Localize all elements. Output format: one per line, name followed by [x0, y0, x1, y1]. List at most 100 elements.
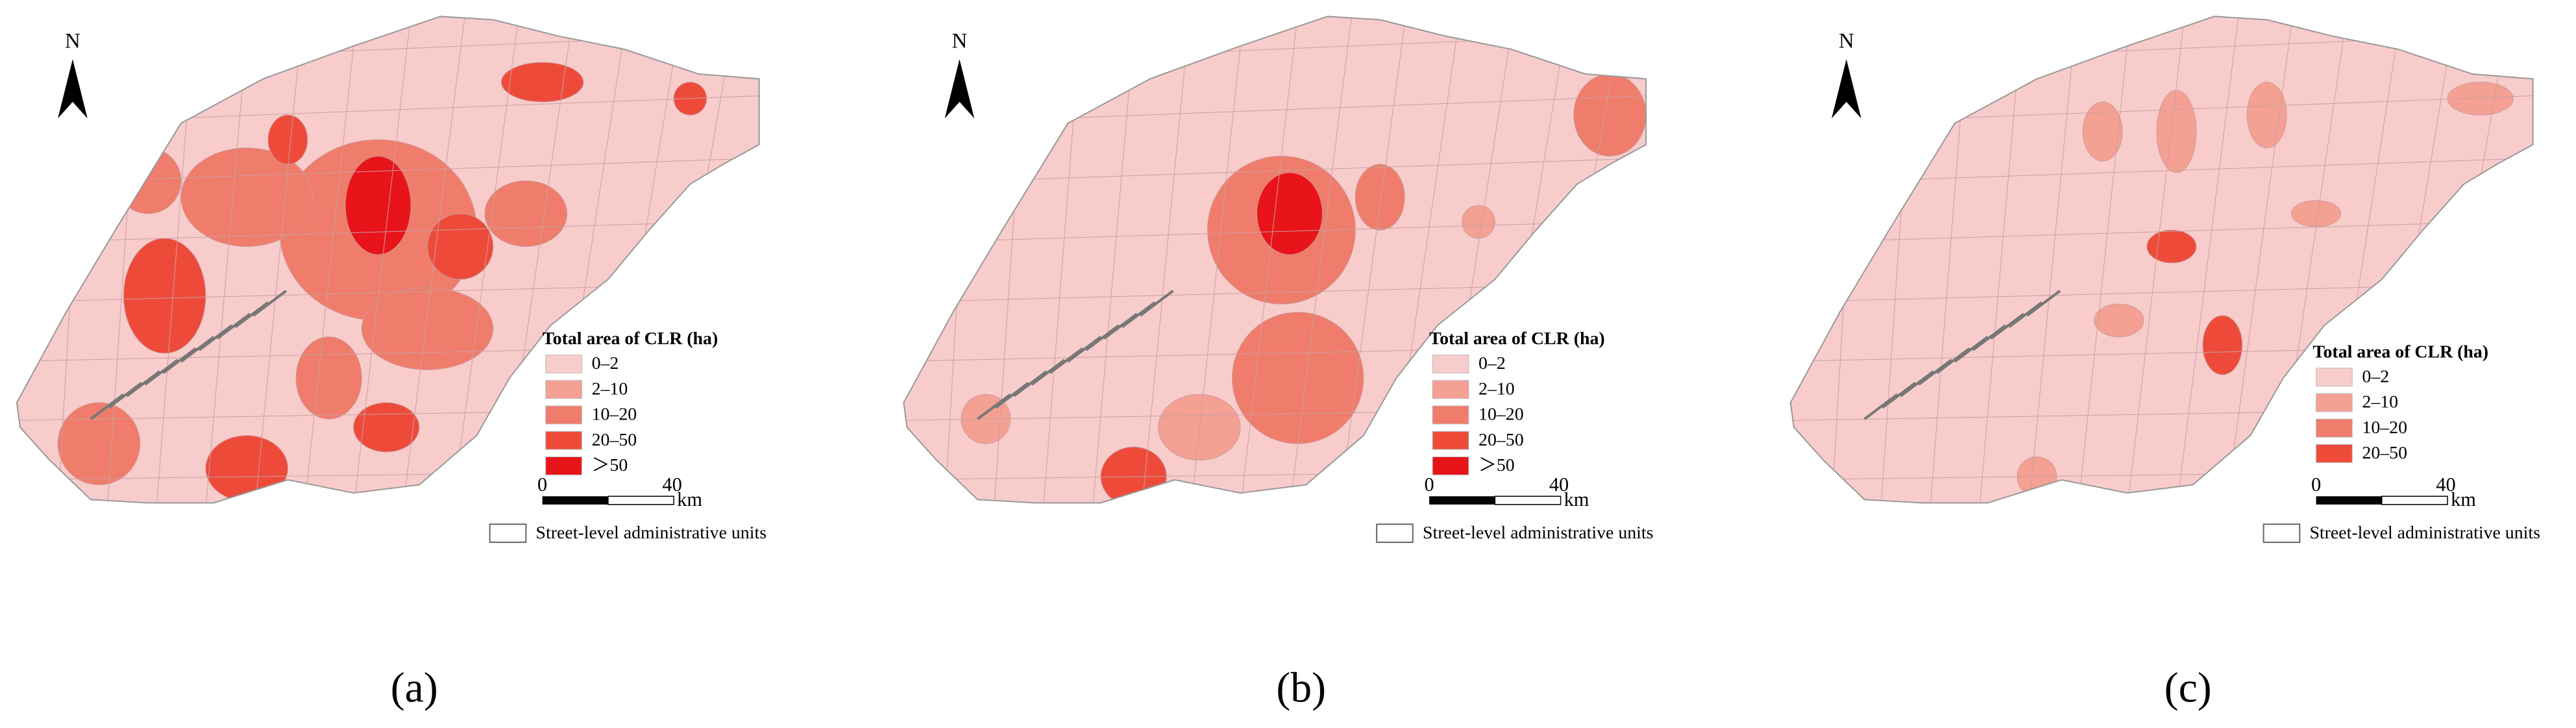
- district: [205, 435, 288, 502]
- region-outline: [903, 16, 1647, 504]
- scale-end: 40: [1549, 473, 1569, 496]
- mountain: [216, 312, 251, 340]
- panel-label: (a): [391, 664, 438, 711]
- legend-swatch: [545, 380, 582, 399]
- unit-boundary: [304, 16, 359, 503]
- district: [484, 180, 568, 247]
- district: [361, 287, 494, 370]
- mountain: [2026, 290, 2061, 317]
- scale-unit: km: [677, 488, 702, 510]
- legend-label: 2–10: [1478, 379, 1515, 399]
- district: [1355, 164, 1405, 231]
- district: [180, 147, 313, 247]
- district: [1256, 172, 1323, 255]
- district: [123, 238, 206, 354]
- district: [1158, 394, 1241, 461]
- unit-boundary: [1289, 16, 1355, 503]
- district: [345, 155, 411, 255]
- unit-boundary: [353, 16, 413, 503]
- scale-bar: [1494, 496, 1562, 505]
- legend-label: 0–2: [1478, 353, 1506, 373]
- north-label: N: [1839, 29, 1854, 53]
- unit-boundary: [2176, 16, 2241, 503]
- mountain: [1900, 370, 1935, 397]
- legend-swatch: [2316, 368, 2353, 387]
- boundary-legend: Street-level administrative units: [536, 523, 767, 543]
- legend-swatch: [2316, 418, 2353, 438]
- unit-boundary: [1190, 16, 1246, 503]
- legend-label: 20–50: [1478, 430, 1524, 450]
- legend-swatch: [2316, 393, 2353, 412]
- mountain: [144, 358, 179, 386]
- legend-swatch: [1432, 456, 1469, 475]
- scale-start: 0: [2311, 473, 2321, 496]
- panel-label: (b): [1276, 664, 1326, 711]
- legend-label: 0–2: [592, 353, 619, 373]
- district: [1231, 312, 1364, 444]
- legend-swatch: [545, 355, 582, 373]
- mountain: [234, 301, 269, 329]
- boundary-legend: Street-level administrative units: [2309, 523, 2540, 543]
- district: [2291, 200, 2342, 227]
- scale-bar: [2381, 496, 2448, 505]
- mountain: [1139, 290, 1174, 317]
- legend-swatch: [1432, 405, 1469, 425]
- legend-label: 0–2: [2362, 366, 2389, 386]
- panel-label: (c): [2165, 664, 2212, 711]
- mountain: [126, 370, 161, 397]
- scale-bar: [1429, 496, 1495, 505]
- mountain: [198, 324, 233, 351]
- unit-boundary: [1338, 16, 1408, 503]
- legend-label: 2–10: [2362, 392, 2398, 412]
- mountain: [1067, 336, 1102, 363]
- boundary-swatch: [1376, 523, 1414, 544]
- scale-bar: [542, 496, 608, 505]
- unit-boundary: [903, 220, 1647, 244]
- district: [267, 114, 308, 165]
- district: [2082, 101, 2123, 162]
- legend-swatch: [1432, 355, 1469, 373]
- mountain: [180, 336, 215, 363]
- scale-start: 0: [1425, 473, 1434, 496]
- north-arrow: [1832, 59, 1861, 119]
- district: [1462, 205, 1495, 239]
- mountain: [1049, 347, 1084, 375]
- district: [2146, 229, 2197, 264]
- mountain: [1954, 336, 1989, 363]
- district: [57, 402, 141, 485]
- mountain: [977, 393, 1012, 420]
- legend-label: 10–20: [1478, 405, 1524, 425]
- legend-label: 2–10: [592, 379, 628, 399]
- mountain: [162, 347, 197, 375]
- legend-label: 20–50: [2362, 443, 2407, 463]
- unit-boundary: [2225, 16, 2296, 503]
- mountain: [994, 381, 1029, 409]
- district: [353, 402, 420, 453]
- unit-boundary: [402, 16, 467, 503]
- district: [500, 62, 584, 103]
- region-outline: [1789, 16, 2534, 504]
- map-panel: N Total area of CLR (ha) 0–2 2–10 10–20 20–50…: [16, 16, 767, 711]
- boundary-legend: Street-level administrative units: [1423, 523, 1654, 543]
- legend-label: 10–20: [592, 405, 637, 425]
- unit-boundary: [2078, 16, 2133, 503]
- north-label: N: [952, 29, 968, 53]
- legend-label: 20–50: [592, 430, 637, 450]
- legend-swatch: [1432, 431, 1469, 450]
- legend-title: Total area of CLR (ha): [543, 329, 718, 349]
- unit-boundary: [1790, 220, 2533, 244]
- district: [2156, 90, 2197, 173]
- mountain: [1103, 312, 1138, 340]
- mountain: [1990, 312, 2025, 340]
- mountain: [1882, 381, 1917, 409]
- mountain: [1012, 370, 1048, 397]
- north-arrow: [58, 59, 88, 119]
- boundary-swatch: [2263, 523, 2301, 544]
- legend-label: ＞50: [592, 455, 628, 475]
- region-outline: [16, 16, 760, 504]
- mountain: [1085, 324, 1120, 351]
- unit-boundary: [254, 16, 305, 503]
- unit-boundary: [1240, 16, 1300, 503]
- legend-title: Total area of CLR (ha): [1429, 329, 1605, 349]
